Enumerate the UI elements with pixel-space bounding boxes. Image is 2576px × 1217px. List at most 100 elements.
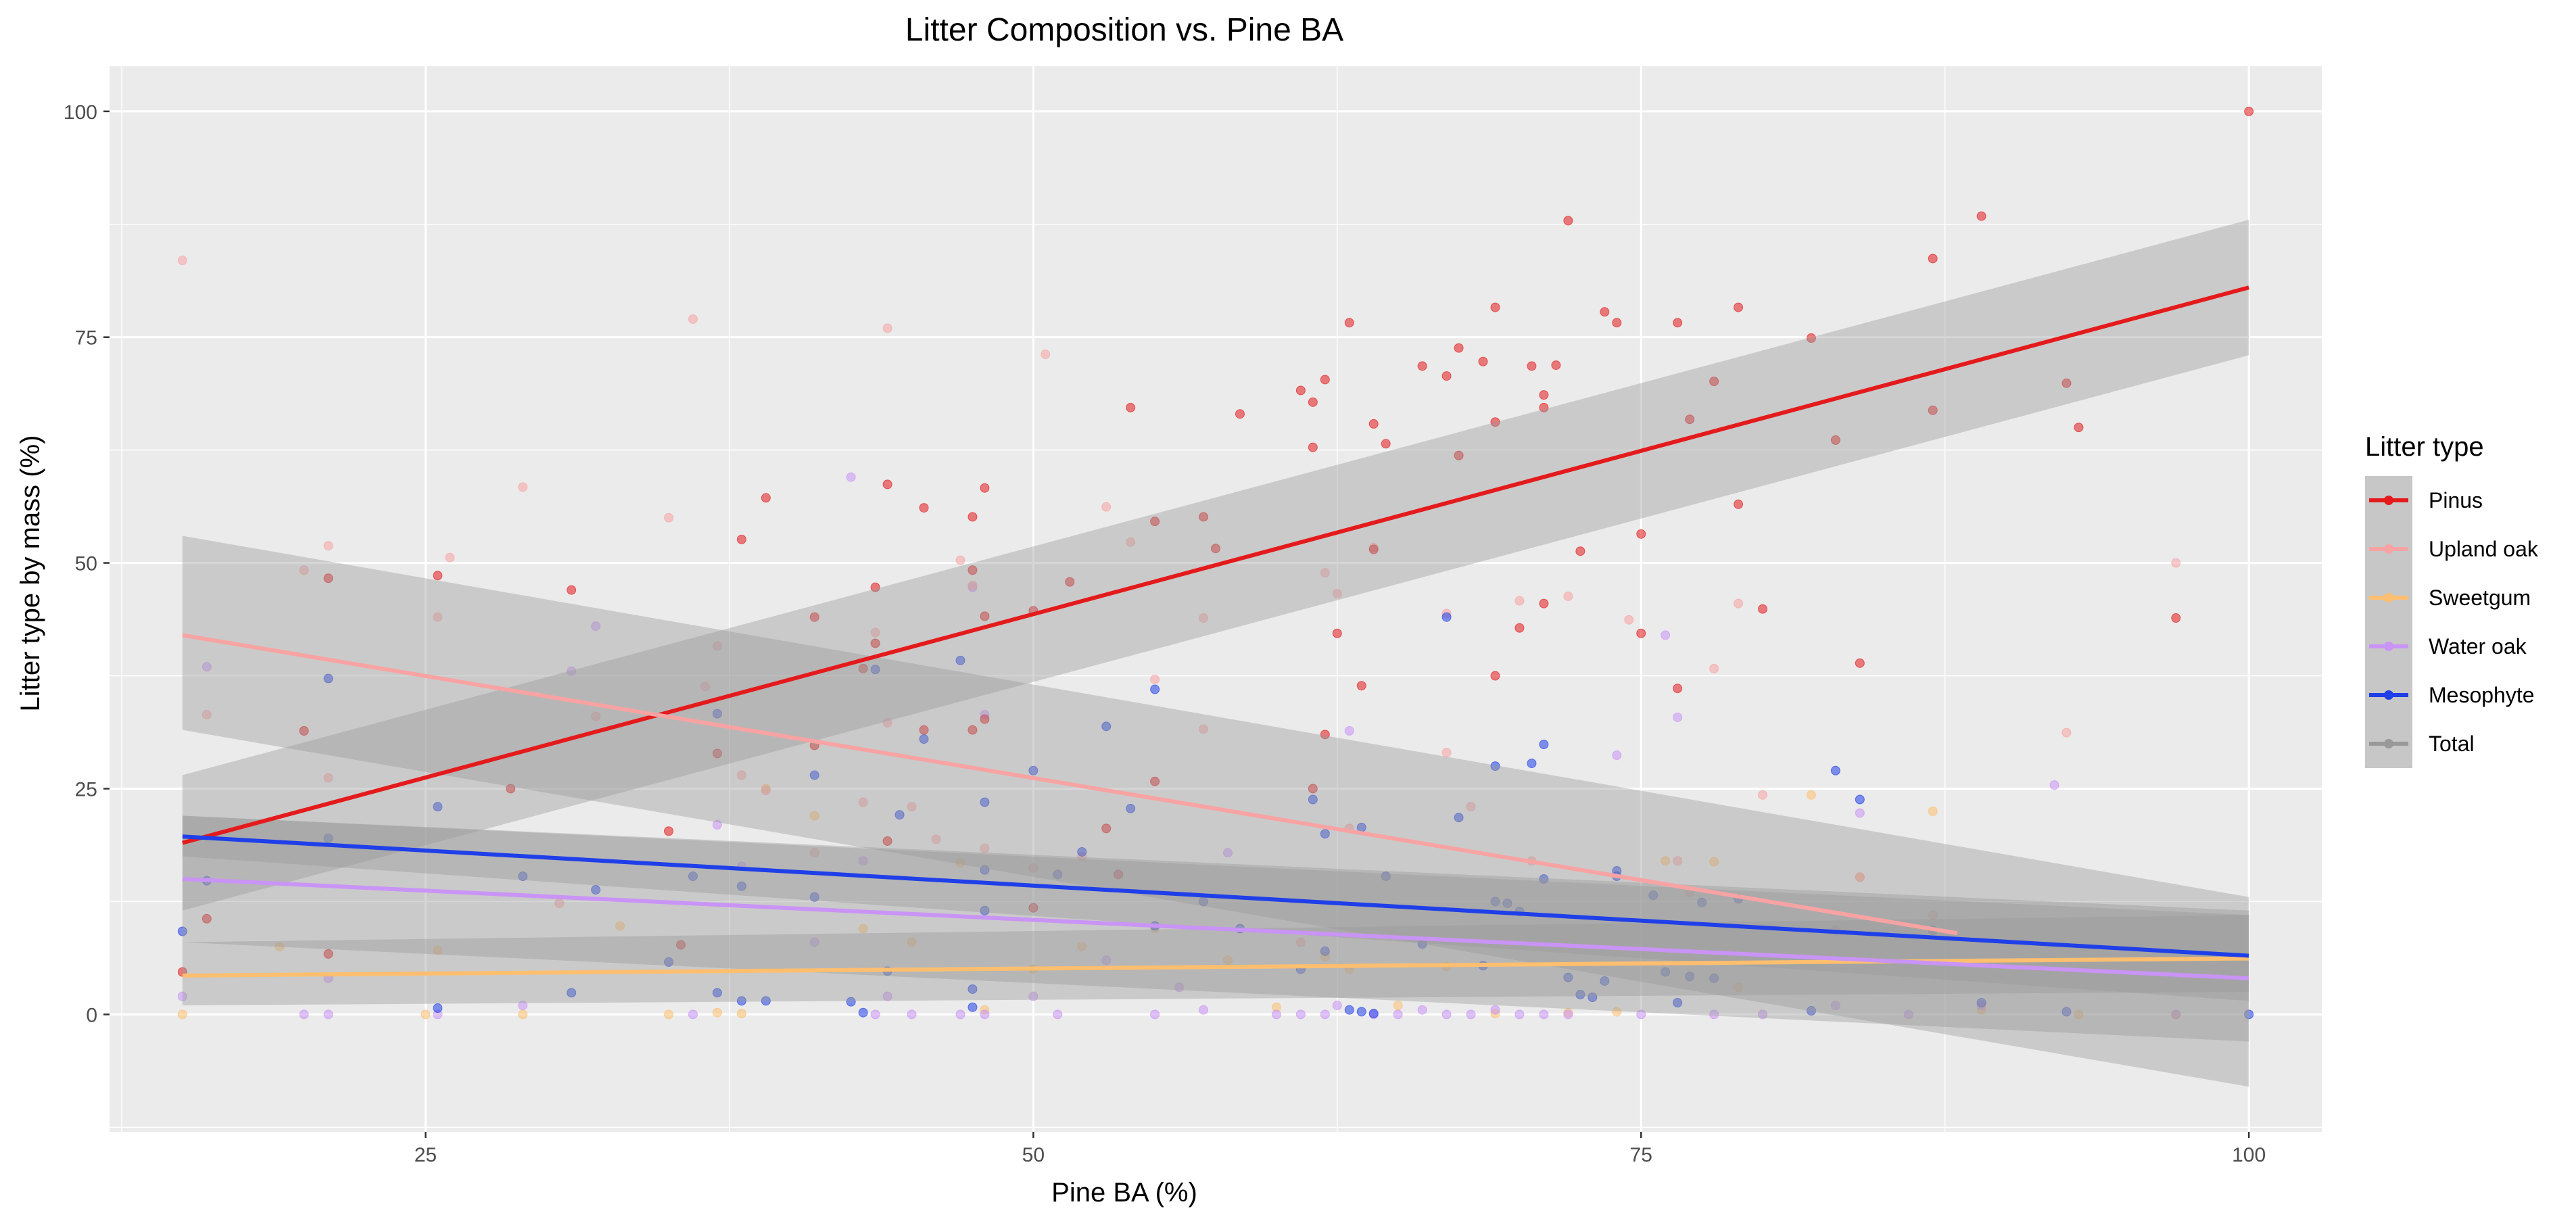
chart-title: Litter Composition vs. Pine BA [905,12,1343,48]
data-point [2171,558,2181,568]
data-point [858,797,868,807]
data-point [1928,910,1938,920]
data-point [1928,405,1938,415]
data-point [1320,829,1330,839]
data-point [882,717,892,727]
legend-key-point [2384,593,2393,602]
data-point [1199,512,1209,522]
data-point [299,1009,309,1020]
data-point [2061,378,2072,388]
data-point [1356,681,1366,691]
data-point [506,784,516,794]
data-point [1199,613,1209,623]
data-point [1673,998,1683,1008]
data-point [761,996,771,1006]
data-point [1028,765,1039,775]
data-point [1758,604,1768,614]
data-point [736,770,746,780]
legend-item-pinus: Pinus [2365,476,2483,525]
data-point [177,926,187,936]
y-axis: 0 25 50 75 100 [64,101,110,1026]
data-point [1332,628,1342,638]
data-point [1053,1009,1063,1020]
data-point [591,885,601,895]
data-point [591,711,601,721]
data-point [1150,684,1160,694]
data-point [567,666,577,676]
panel-background [110,66,2322,1132]
y-tick-label: 100 [64,101,97,124]
legend-label: Pinus [2429,488,2483,512]
data-point [809,811,819,821]
data-point [980,714,990,724]
data-point [1636,1009,1646,1020]
data-point [1527,361,1537,371]
data-point [980,611,990,621]
data-point [1539,598,1549,608]
data-point [1417,1005,1427,1015]
data-point [712,748,722,759]
data-point [1114,869,1124,880]
data-point [761,493,771,503]
legend-item-total: Total [2365,719,2475,768]
data-point [1441,748,1452,758]
data-point [712,819,722,830]
data-point [736,881,746,891]
data-point [2074,1009,2084,1020]
data-point [1685,972,1695,982]
y-axis-title: Litter type by mass (%) [16,435,45,711]
data-point [882,323,892,333]
data-point [323,949,333,959]
data-point [1126,537,1136,547]
data-point [1344,318,1354,328]
data-point [201,709,212,719]
data-point [858,663,868,673]
legend-key-point [2384,739,2393,748]
data-point [275,942,285,952]
trend-line-water-oak [182,877,2249,980]
data-point [870,627,880,638]
data-point [1612,1007,1622,1017]
data-point [688,314,698,324]
data-point [712,1007,722,1018]
data-point [323,541,333,551]
data-point [2171,613,2181,623]
data-point [1855,872,1865,882]
data-point [919,725,929,735]
data-point [1734,302,1744,312]
data-point [1101,502,1112,512]
data-point [968,512,978,522]
data-point [1673,684,1683,694]
data-point [1490,302,1500,312]
data-point [1368,1009,1379,1019]
data-point [1976,211,1986,221]
data-point [1612,318,1622,328]
x-tick-label: 25 [414,1144,437,1166]
data-point [1028,991,1039,1001]
data-point [1551,360,1561,371]
data-point [712,641,722,651]
data-point [1758,790,1768,800]
data-point [1101,955,1112,965]
data-point [1734,982,1744,993]
data-point [421,1009,431,1020]
data-point [299,725,309,736]
data-point [1490,761,1500,771]
data-point [1661,967,1671,977]
data-point [1830,1001,1840,1011]
data-point [858,856,868,866]
legend-item-mesophyte: Mesophyte [2365,671,2535,719]
x-tick-label: 50 [1022,1144,1045,1166]
data-point [955,655,965,665]
data-point [980,483,990,493]
data-point [980,1009,990,1020]
data-point [323,773,333,783]
data-point [1636,628,1646,638]
data-point [2061,727,2072,738]
data-point [1661,630,1671,640]
y-tick-label: 0 [86,1004,97,1026]
data-point [968,565,978,575]
series-points-mesophyte [177,612,2254,1020]
data-point [1271,1009,1281,1020]
